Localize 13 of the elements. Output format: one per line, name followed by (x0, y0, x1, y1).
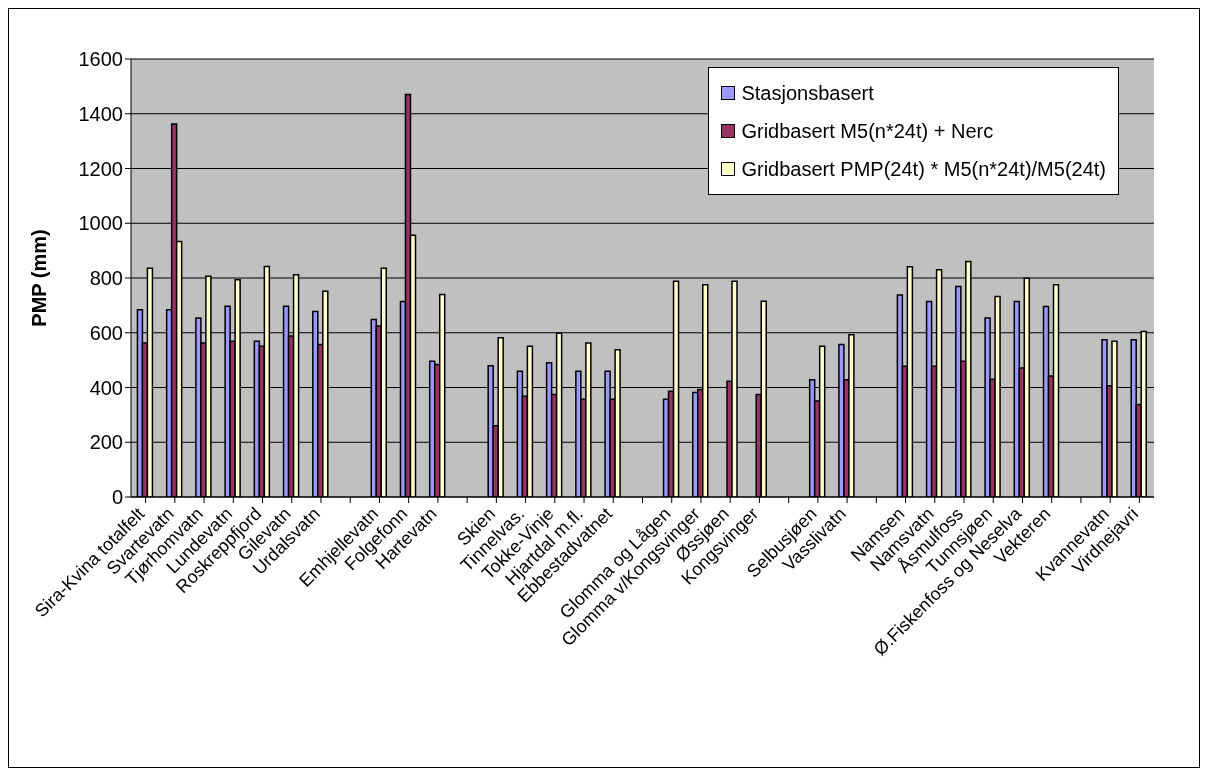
y-tick-label: 1600 (78, 48, 123, 71)
y-tick-label: 200 (89, 431, 123, 454)
y-tick-label: 1200 (78, 157, 123, 180)
legend-label: Gridbasert PMP(24t) * M5(n*24t)/M5(24t) (741, 157, 1106, 182)
legend-label: Stasjonsbasert (741, 81, 874, 106)
legend-label: Gridbasert M5(n*24t) + Nerc (741, 119, 994, 144)
y-axis-title: PMP (mm) (28, 229, 51, 327)
y-tick-label: 800 (89, 267, 123, 290)
y-tick-label: 0 (111, 486, 123, 509)
y-tick-label: 1400 (78, 102, 123, 125)
y-tick-label: 1000 (78, 212, 123, 235)
y-tick-label: 600 (89, 321, 123, 344)
y-tick-label: 400 (89, 376, 123, 399)
